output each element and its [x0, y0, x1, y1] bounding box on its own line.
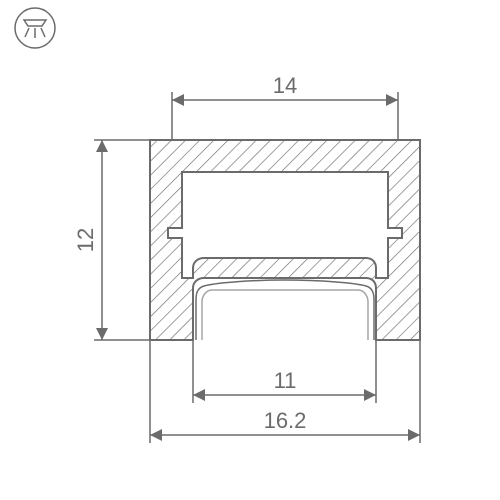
dimension-left: 12 [73, 140, 150, 340]
dim-top-label: 14 [273, 73, 297, 98]
dim-full-label: 16.2 [264, 408, 307, 433]
diagram-container: 14 12 11 16.2 [0, 0, 500, 500]
dimension-top: 14 [172, 73, 398, 140]
light-icon [15, 8, 55, 48]
dim-inner-label: 11 [274, 368, 297, 393]
dimension-inner: 11 [193, 340, 376, 403]
profile-cross-section [150, 140, 420, 340]
technical-drawing: 14 12 11 16.2 [0, 0, 500, 500]
dim-left-label: 12 [73, 228, 98, 252]
